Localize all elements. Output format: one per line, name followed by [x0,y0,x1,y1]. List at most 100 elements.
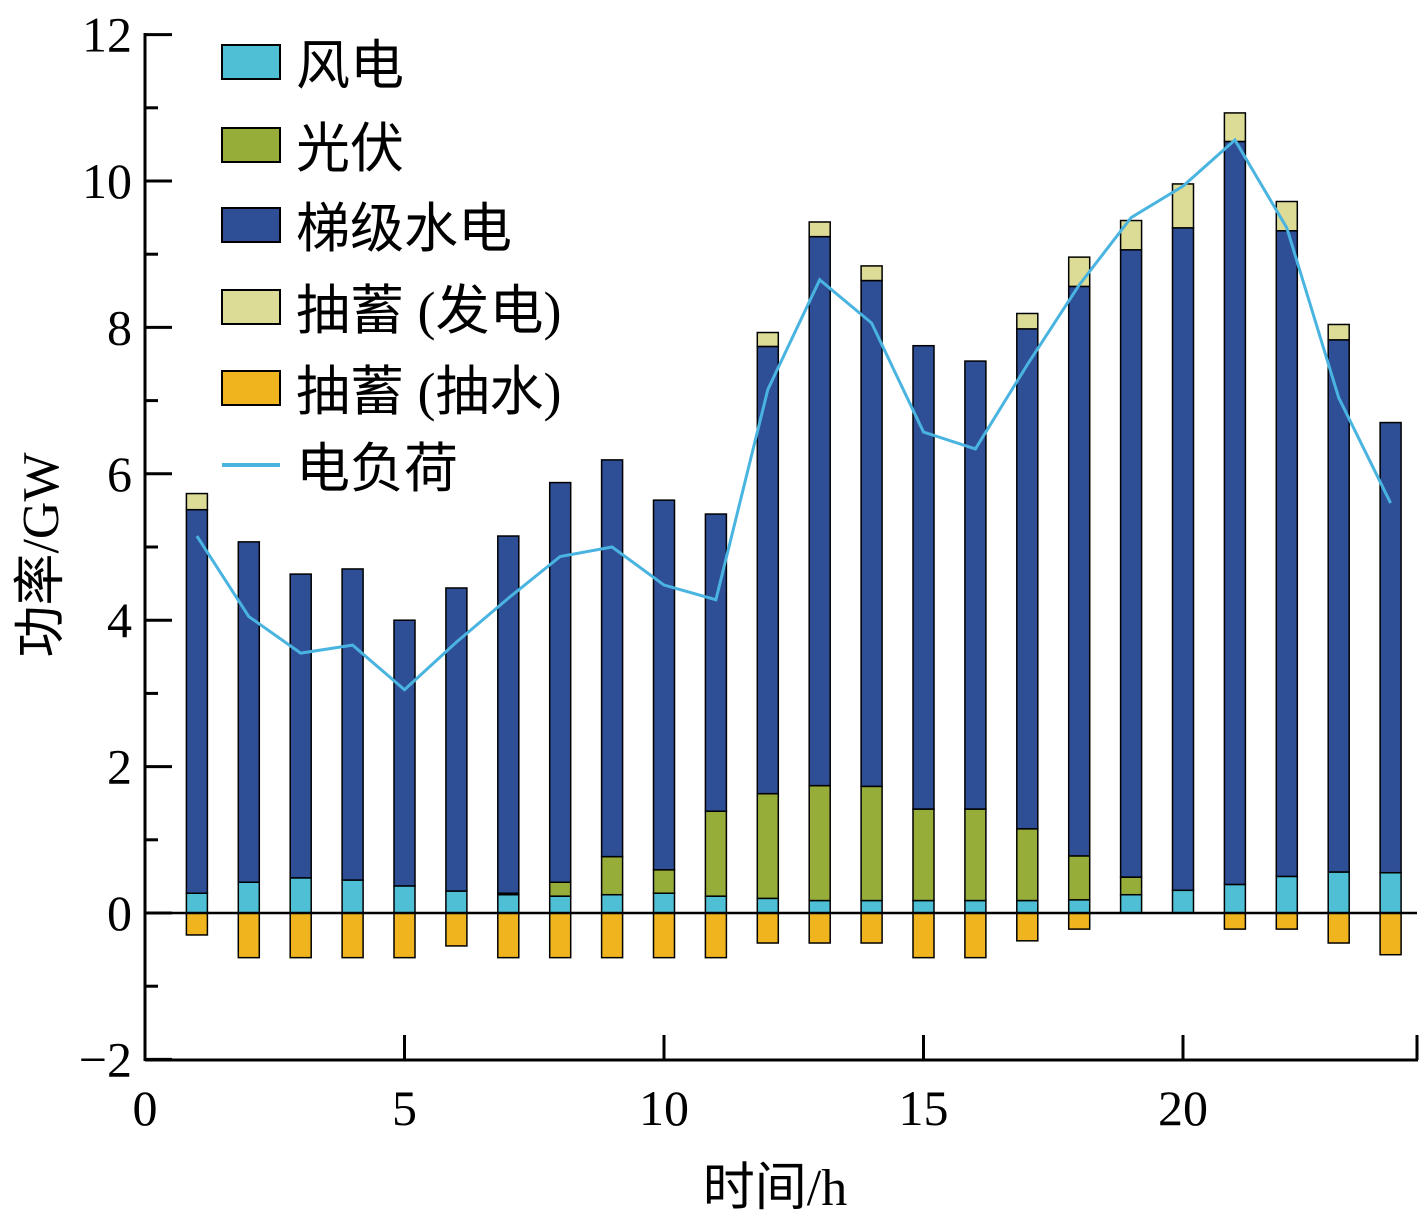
bar-0-h4 [341,879,364,914]
bar-2-h9 [600,459,624,858]
bar-2-h24 [1379,421,1402,874]
y-tick-label: 2 [107,739,132,795]
y-tick-label: 8 [107,299,132,355]
bar-3-h1 [185,492,209,511]
bar-4-h17 [1016,912,1039,942]
bar-2-h7 [497,535,520,894]
bar-4-h9 [600,912,624,959]
bar-0-h12 [756,897,780,914]
bar-1-h19 [1119,876,1143,896]
x-tick-label: 10 [639,1080,689,1136]
bar-2-h20 [1171,227,1195,892]
bar-4-h22 [1275,912,1299,930]
bar-4-h5 [393,912,416,959]
legend-label: 抽蓄 (抽水) [296,362,561,422]
bar-0-h17 [1016,899,1039,914]
bar-3-h17 [1016,312,1039,330]
bar-0-h3 [289,877,312,914]
bar-1-h8 [548,881,572,897]
bar-1-h16 [964,808,987,902]
bar-3-h19 [1119,219,1143,251]
legend-label: 光伏 [296,119,404,179]
y-tick-label: −2 [79,1031,132,1087]
bar-4-h24 [1379,912,1402,956]
bar-0-h18 [1067,899,1091,914]
bar-4-h13 [808,912,831,944]
bar-2-h18 [1067,285,1091,857]
y-tick-label: 6 [107,446,132,502]
bar-2-h19 [1119,249,1143,878]
bar-4-h2 [237,912,261,959]
bar-3-h18 [1067,256,1091,288]
bar-3-h20 [1171,183,1195,229]
bar-0-h11 [704,895,728,914]
bar-0-h13 [808,899,831,914]
bar-2-h4 [341,568,364,881]
bar-0-h5 [393,885,416,914]
bar-1-h12 [756,792,780,900]
bar-2-h8 [548,481,572,884]
bar-4-h3 [289,912,312,959]
bar-2-h21 [1223,140,1247,886]
bar-3-h14 [860,265,883,282]
legend-swatch [221,127,281,163]
bar-2-h3 [289,573,312,879]
bar-4-h1 [185,912,209,936]
y-axis-label: 功率/GW [13,452,70,657]
bar-0-h16 [964,899,987,914]
bar-0-h20 [1171,889,1195,914]
bar-2-h14 [860,279,883,788]
bar-4-h8 [548,912,572,959]
bar-0-h21 [1223,883,1247,914]
bar-3-h12 [756,331,780,348]
legend-swatch [221,289,281,325]
bar-4-h21 [1223,912,1247,930]
bar-0-h6 [445,890,468,914]
bar-0-h9 [600,893,624,914]
bar-4-h11 [704,912,728,959]
bar-2-h2 [237,541,261,884]
legend-label: 抽蓄 (发电) [296,281,561,341]
bar-0-h2 [237,881,261,914]
bar-0-h22 [1275,875,1299,914]
legend-label: 风电 [296,36,404,96]
bar-1-h11 [704,810,728,897]
bar-1-h15 [912,808,935,902]
x-tick-label: 5 [392,1080,417,1136]
bar-3-h13 [808,221,831,238]
bar-1-h14 [860,785,883,902]
bar-4-h18 [1067,912,1091,930]
bar-0-h15 [912,899,935,914]
bar-4-h16 [964,912,987,959]
bar-2-h13 [808,235,831,787]
bar-0-h8 [548,895,572,914]
bar-4-h15 [912,912,935,959]
bar-2-h5 [393,619,416,887]
legend-swatch [221,207,281,243]
bar-1-h10 [652,869,676,894]
load-line [195,137,1392,692]
bar-0-h1 [185,892,209,914]
y-tick-label: 12 [82,7,132,63]
bar-4-h7 [497,912,520,959]
x-tick-label: 15 [899,1080,949,1136]
x-axis-label: 时间/h [703,1160,847,1217]
bar-2-h15 [912,344,935,810]
bar-0-h23 [1327,871,1350,914]
bar-0-h19 [1119,893,1143,914]
bar-3-h23 [1327,323,1350,341]
legend-swatch [221,44,281,80]
bar-4-h6 [445,912,468,947]
legend-label: 梯级水电 [296,199,512,259]
bar-2-h22 [1275,230,1299,878]
bar-0-h7 [497,893,520,914]
bar-4-h14 [860,912,883,944]
bar-3-h21 [1223,112,1247,143]
x-tick-label: 0 [133,1080,158,1136]
legend-label: 电负荷 [296,439,458,499]
bar-4-h4 [341,912,364,959]
y-tick-label: 0 [107,885,132,941]
